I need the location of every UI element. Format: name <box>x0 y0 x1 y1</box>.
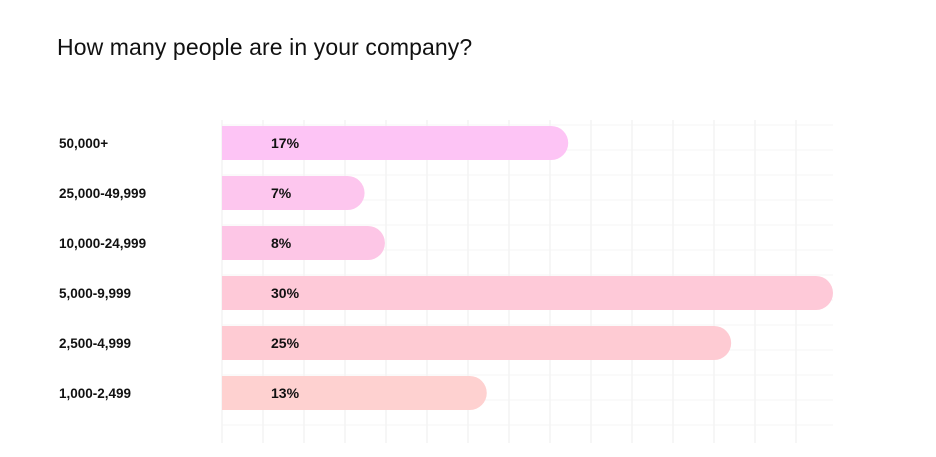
labels: 50,000+ 17% 25,000-49,999 7% 10,000-24,999 8%… <box>59 135 300 401</box>
bars <box>222 126 833 410</box>
category-label-0: 50,000+ <box>59 136 108 151</box>
bar-5 <box>222 376 487 410</box>
category-label-5: 1,000-2,499 <box>59 386 131 401</box>
bar-3 <box>222 276 833 310</box>
bar-4 <box>222 326 732 360</box>
category-label-4: 2,500-4,999 <box>59 336 131 351</box>
chart-title: How many people are in your company? <box>57 34 473 60</box>
category-label-3: 5,000-9,999 <box>59 286 131 301</box>
value-label-2: 8% <box>271 235 292 251</box>
category-label-1: 25,000-49,999 <box>59 186 146 201</box>
value-label-5: 13% <box>271 385 300 401</box>
bar-0 <box>222 126 569 160</box>
bar-2 <box>222 226 385 260</box>
value-label-3: 30% <box>271 285 300 301</box>
value-label-0: 17% <box>271 135 300 151</box>
value-label-1: 7% <box>271 185 292 201</box>
category-label-2: 10,000-24,999 <box>59 236 146 251</box>
value-label-4: 25% <box>271 335 300 351</box>
bar-1 <box>222 176 365 210</box>
